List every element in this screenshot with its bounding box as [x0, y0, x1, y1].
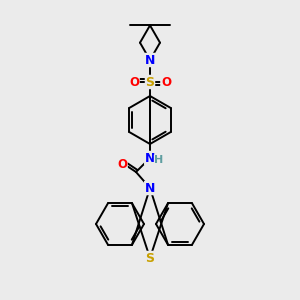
Text: N: N — [145, 53, 155, 67]
Text: S: S — [146, 251, 154, 265]
Text: N: N — [145, 152, 155, 164]
Text: H: H — [154, 155, 164, 165]
Text: S: S — [146, 76, 154, 88]
Text: N: N — [145, 182, 155, 194]
Text: O: O — [129, 76, 139, 88]
Text: N: N — [145, 152, 155, 164]
Text: O: O — [117, 158, 127, 170]
Text: S: S — [146, 76, 154, 88]
Text: N: N — [145, 182, 155, 194]
Text: O: O — [129, 76, 139, 88]
Text: H: H — [154, 155, 164, 165]
Text: O: O — [117, 158, 127, 170]
Text: N: N — [145, 53, 155, 67]
Text: O: O — [161, 76, 171, 88]
Text: S: S — [146, 251, 154, 265]
Text: O: O — [161, 76, 171, 88]
